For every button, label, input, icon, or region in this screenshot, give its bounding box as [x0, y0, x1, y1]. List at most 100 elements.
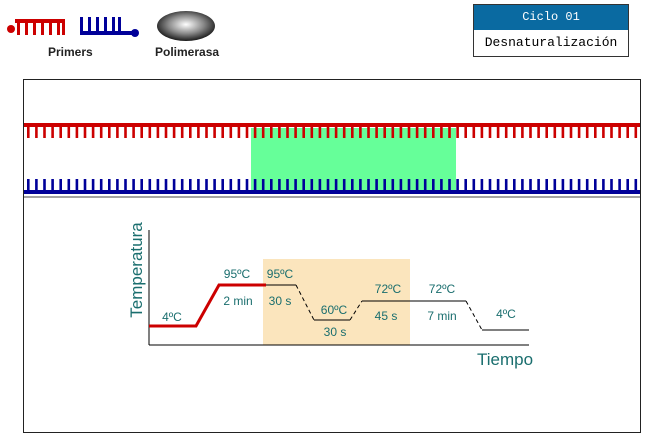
bottom-base-tick	[294, 179, 297, 191]
top-base-tick	[253, 126, 257, 138]
bottom-strand-bases	[27, 179, 638, 191]
top-base-tick	[237, 126, 241, 138]
top-base-tick	[391, 126, 395, 138]
bottom-base-tick	[342, 179, 346, 191]
bottom-base-tick	[537, 179, 540, 191]
temp-72c-extension-label: 72ºC	[375, 282, 402, 296]
top-base-tick	[634, 126, 638, 138]
top-base-tick	[116, 126, 119, 138]
top-base-tick	[513, 126, 516, 138]
bottom-base-tick	[464, 179, 467, 191]
top-strand-backbone	[24, 123, 640, 127]
bottom-base-tick	[286, 179, 289, 191]
top-base-tick	[423, 126, 427, 138]
top-base-tick	[205, 126, 208, 138]
top-base-tick	[270, 126, 273, 138]
bottom-base-tick	[27, 179, 30, 191]
top-base-tick	[213, 126, 216, 138]
bottom-base-tick	[480, 179, 484, 191]
bottom-base-tick	[278, 179, 281, 191]
bottom-base-tick	[504, 179, 508, 191]
top-base-tick	[278, 126, 281, 138]
top-base-tick	[189, 126, 192, 138]
bottom-base-tick	[51, 179, 54, 191]
bottom-base-tick	[116, 179, 119, 191]
top-base-tick	[440, 126, 443, 138]
top-base-tick	[197, 126, 200, 138]
top-base-tick	[108, 126, 111, 138]
pcr-scene: Temperatura Tiempo 4ºC 95ºC 2 min 95ºC 3…	[24, 123, 640, 369]
top-base-tick	[375, 126, 378, 138]
temp-95c-initial-label: 95ºC	[224, 267, 251, 281]
bottom-base-tick	[229, 179, 233, 191]
top-base-tick	[561, 126, 565, 138]
bottom-base-tick	[164, 179, 168, 191]
red-primer-icon	[7, 19, 65, 35]
bottom-base-tick	[318, 179, 322, 191]
bottom-base-tick	[302, 179, 305, 191]
top-base-tick	[75, 126, 79, 138]
top-base-tick	[594, 126, 597, 138]
bottom-base-tick	[180, 179, 184, 191]
bottom-base-tick	[545, 179, 548, 191]
bottom-base-tick	[205, 179, 208, 191]
top-base-tick	[51, 126, 54, 138]
top-base-tick	[91, 126, 95, 138]
cycle-status-box: Ciclo 01 Desnaturalización	[473, 4, 629, 57]
top-base-tick	[610, 126, 613, 138]
polimerasa-label: Polimerasa	[155, 45, 220, 59]
top-base-tick	[172, 126, 176, 138]
top-base-tick	[326, 126, 330, 138]
top-base-tick	[585, 126, 589, 138]
bottom-base-tick	[521, 179, 524, 191]
temperature-graph: Temperatura Tiempo 4ºC 95ºC 2 min 95ºC 3…	[127, 222, 533, 369]
top-base-tick	[626, 126, 629, 138]
top-base-tick	[342, 126, 346, 138]
bottom-base-tick	[569, 179, 573, 191]
bottom-base-tick	[472, 179, 476, 191]
bottom-base-tick	[172, 179, 176, 191]
cycle-step-name: Desnaturalización	[484, 35, 618, 50]
bottom-base-tick	[602, 179, 605, 191]
bottom-base-tick	[334, 179, 338, 191]
top-base-tick	[529, 126, 532, 138]
top-base-tick	[27, 126, 30, 138]
bottom-base-tick	[270, 179, 273, 191]
bottom-base-tick	[383, 179, 386, 191]
duration-30s-anneal-label: 30 s	[324, 325, 347, 339]
top-base-tick	[480, 126, 484, 138]
top-base-tick	[448, 126, 451, 138]
top-base-tick	[359, 126, 362, 138]
bottom-base-tick	[553, 179, 557, 191]
top-base-tick	[496, 126, 500, 138]
x-axis-label: Tiempo	[477, 350, 533, 369]
cycle-number: Ciclo 01	[474, 5, 628, 30]
bottom-base-tick	[415, 179, 419, 191]
top-base-tick	[229, 126, 233, 138]
polimerasa-legend: Polimerasa	[150, 8, 224, 59]
bottom-base-tick	[618, 179, 621, 191]
bottom-base-tick	[561, 179, 565, 191]
bottom-base-tick	[634, 179, 638, 191]
top-base-tick	[180, 126, 184, 138]
top-base-tick	[432, 126, 435, 138]
bottom-base-tick	[213, 179, 216, 191]
temp-4c-end-label: 4ºC	[496, 307, 516, 321]
initial-profile-line	[149, 283, 266, 328]
top-base-tick	[351, 126, 354, 138]
bottom-base-tick	[156, 179, 160, 191]
top-base-tick	[43, 126, 46, 138]
bottom-base-tick	[237, 179, 241, 191]
y-axis-label: Temperatura	[127, 222, 146, 318]
bottom-base-tick	[245, 179, 249, 191]
pcr-simulation-panel: Temperatura Tiempo 4ºC 95ºC 2 min 95ºC 3…	[23, 79, 641, 433]
bottom-base-tick	[197, 179, 200, 191]
temp-95c-cycle-label: 95ºC	[267, 267, 294, 281]
bottom-base-tick	[594, 179, 597, 191]
bottom-base-tick	[140, 179, 143, 191]
top-base-tick	[618, 126, 621, 138]
temp-72c-final-label: 72ºC	[429, 282, 456, 296]
top-base-tick	[383, 126, 386, 138]
bottom-base-tick	[261, 179, 265, 191]
top-base-tick	[67, 126, 71, 138]
